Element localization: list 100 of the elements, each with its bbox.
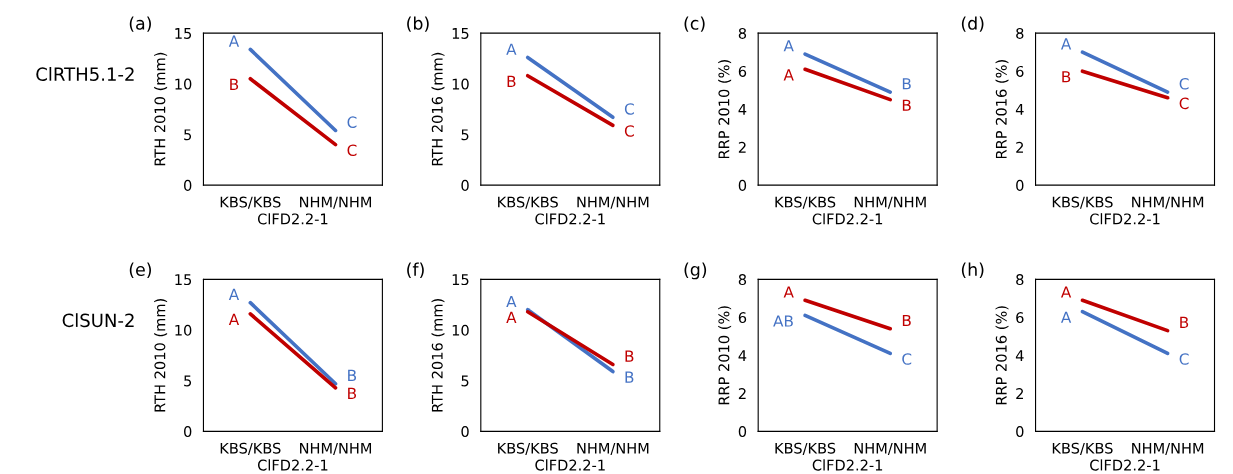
y-tick-label: 4	[1015, 350, 1024, 361]
x-axis-title: ClFD2.2-1	[812, 459, 883, 471]
data-label: A	[783, 286, 794, 298]
y-tick-label: 5	[184, 375, 192, 387]
y-tick-label: 5	[184, 129, 192, 141]
x-tick-label: KBS/KBS	[498, 442, 558, 455]
chart-title: (h)	[961, 262, 984, 279]
data-label: C	[902, 353, 912, 365]
data-label: C	[1179, 353, 1189, 365]
y-tick-label: 10	[175, 324, 192, 336]
x-tick-label: NHM/NHM	[577, 196, 649, 209]
x-tick-label: KBS/KBS	[775, 442, 836, 455]
x-tick-label: NHM/NHM	[577, 442, 649, 455]
y-axis-title: RTH 2010 (mm)	[154, 299, 168, 412]
y-tick-label: 0	[184, 179, 192, 191]
x-tick-label: KBS/KBS	[220, 442, 281, 455]
y-axis-title: RRP 2016 (%)	[995, 60, 1009, 159]
data-label: B	[1180, 316, 1189, 328]
data-label: B	[902, 78, 911, 90]
data-label: A	[506, 311, 517, 323]
data-label: C	[624, 103, 634, 115]
data-label: B	[1062, 71, 1071, 83]
y-tick-label: 8	[738, 274, 747, 286]
chart-title: (e)	[129, 262, 152, 279]
x-axis-title: ClFD2.2-1	[257, 459, 328, 471]
y-tick-label: 0	[461, 179, 469, 191]
chart-title: (g)	[684, 262, 707, 280]
y-tick-label: 0	[461, 426, 469, 438]
chart-title: (c)	[684, 16, 705, 32]
data-label: A	[1060, 286, 1072, 298]
x-tick-label: NHM/NHM	[1132, 442, 1204, 455]
data-label: C	[347, 116, 357, 128]
y-tick-label: 4	[738, 350, 747, 361]
data-label: A	[506, 43, 517, 55]
y-tick-label: 2	[738, 388, 746, 399]
data-label: B	[230, 78, 239, 90]
y-tick-label: 0	[184, 426, 192, 438]
y-axis-title: RTH 2016 (mm)	[431, 299, 445, 412]
data-label: A	[783, 69, 794, 81]
data-label: C	[1179, 97, 1189, 110]
y-tick-label: 6	[1016, 312, 1024, 324]
y-tick-label: 5	[461, 375, 469, 387]
data-label: A	[228, 288, 240, 300]
y-tick-label: 8	[1016, 27, 1024, 39]
y-tick-label: 8	[738, 27, 747, 39]
x-tick-label: NHM/NHM	[1132, 196, 1204, 209]
chart-title: (d)	[961, 16, 984, 32]
y-axis-title: RRP 2010 (%)	[718, 60, 732, 159]
data-label: C	[624, 125, 634, 137]
y-tick-label: 6	[738, 312, 747, 324]
x-axis-title: ClFD2.2-1	[812, 213, 883, 225]
y-tick-label: 0	[1016, 426, 1024, 438]
text: ClSUN-2	[62, 313, 134, 328]
y-tick-label: 5	[461, 129, 469, 141]
data-label: B	[625, 350, 634, 362]
y-tick-label: 2	[738, 141, 746, 153]
data-label: C	[347, 144, 357, 156]
y-tick-label: 15	[175, 274, 192, 286]
x-axis-title: ClFD2.2-1	[535, 213, 605, 225]
chart-title: (a)	[129, 16, 151, 32]
y-tick-label: 0	[738, 426, 747, 438]
x-tick-label: KBS/KBS	[498, 196, 558, 209]
data-label: A	[228, 35, 240, 47]
x-tick-label: KBS/KBS	[1052, 196, 1113, 209]
y-tick-label: 4	[738, 104, 747, 115]
data-label: A	[1060, 38, 1072, 50]
x-axis-title: ClFD2.2-1	[1090, 213, 1160, 225]
y-tick-label: 8	[1016, 274, 1024, 286]
x-tick-label: KBS/KBS	[775, 196, 836, 209]
x-axis-title: ClFD2.2-1	[535, 459, 605, 471]
data-label: B	[902, 99, 911, 111]
y-tick-label: 2	[1016, 388, 1023, 399]
data-label: A	[783, 40, 794, 52]
y-tick-label: 6	[1016, 65, 1024, 77]
y-tick-label: 10	[452, 78, 469, 90]
y-axis-title: RRP 2010 (%)	[718, 306, 732, 405]
x-tick-label: NHM/NHM	[854, 442, 926, 455]
y-tick-label: 6	[738, 65, 747, 77]
data-label: A	[1060, 311, 1072, 323]
y-tick-label: 15	[452, 274, 469, 286]
x-tick-label: NHM/NHM	[300, 442, 372, 455]
data-label: B	[625, 371, 634, 383]
y-tick-label: 0	[738, 179, 747, 191]
data-label: B	[348, 387, 357, 399]
data-label: AB	[773, 315, 793, 327]
x-axis-title: ClFD2.2-1	[257, 213, 328, 225]
y-tick-label: 15	[452, 28, 469, 39]
data-label: A	[506, 295, 517, 308]
x-axis-title: ClFD2.2-1	[1090, 459, 1160, 471]
data-label: A	[228, 313, 240, 325]
data-label: B	[348, 369, 357, 381]
y-axis-title: RTH 2016 (mm)	[431, 52, 445, 166]
y-tick-label: 4	[1015, 104, 1024, 115]
y-axis-title: RTH 2010 (mm)	[154, 52, 168, 166]
data-label: B	[507, 75, 516, 87]
chart-title: (b)	[407, 16, 429, 32]
x-tick-label: NHM/NHM	[854, 196, 926, 209]
y-tick-label: 10	[175, 78, 192, 90]
y-tick-label: 10	[452, 324, 469, 336]
x-tick-label: KBS/KBS	[1052, 442, 1113, 455]
